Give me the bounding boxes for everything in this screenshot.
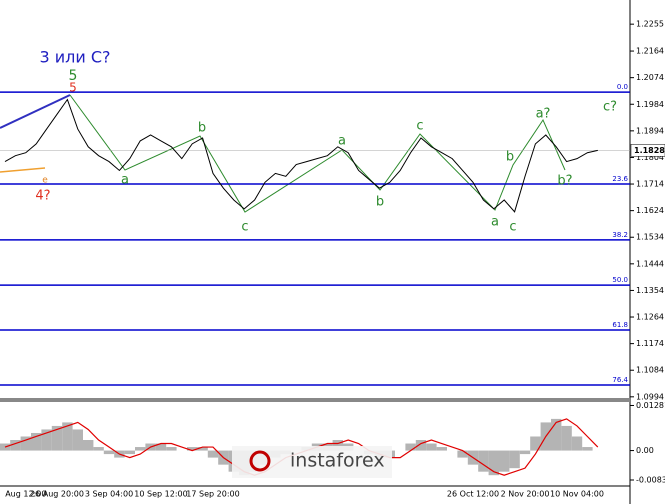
y-tick-label: 1.1354: [636, 286, 664, 295]
histogram-bar: [415, 440, 427, 451]
y-tick-label: 0.00: [636, 446, 654, 455]
histogram-bar: [135, 447, 146, 451]
histogram-bar: [41, 429, 52, 451]
wave-label: c: [509, 220, 516, 235]
histogram-bar: [457, 450, 468, 458]
x-tick-label: 26 Aug 20:00: [30, 490, 84, 499]
wave-label: a?: [536, 107, 551, 122]
y-tick-label: 1.1534: [636, 233, 664, 242]
histogram-bar: [332, 440, 343, 451]
histogram-bar: [405, 443, 416, 451]
y-tick-label: 1.1984: [636, 100, 664, 109]
wave-line: [0, 167, 46, 173]
histogram-bar: [488, 450, 499, 476]
y-tick-label: 1.1084: [636, 366, 664, 375]
wave-label: c: [416, 119, 423, 134]
wave-label: b: [376, 195, 384, 210]
panel-divider: [0, 398, 630, 402]
fib-level-label: 23.6: [612, 175, 628, 183]
watermark-text: instaforex: [290, 450, 385, 472]
histogram-bar: [103, 450, 115, 455]
wave-label: a: [491, 215, 499, 230]
x-tick-label: 26 Oct 12:00: [447, 490, 499, 499]
last-price-label: 1.1828: [634, 146, 665, 155]
wave-label: 5: [69, 68, 78, 84]
y-tick-label: 1.1264: [636, 313, 664, 322]
last-price-box: [630, 144, 665, 157]
histogram-bar: [499, 450, 510, 472]
histogram-bar: [561, 425, 572, 451]
histogram-bar: [551, 418, 562, 451]
histogram-bar: [93, 447, 104, 451]
histogram-bar: [571, 436, 583, 451]
histogram-bar: [124, 450, 135, 455]
y-tick-label: 1.1804: [636, 153, 664, 162]
fib-level-label: 61.8: [612, 321, 628, 329]
histogram-bar: [10, 440, 21, 451]
histogram-bar: [207, 450, 219, 458]
fib-level-label: 38.2: [612, 231, 628, 239]
watermark-logo: [249, 450, 271, 472]
wave-line: [0, 94, 71, 129]
wave-label: b?: [557, 174, 572, 189]
x-tick-label: 17 Sep 20:00: [186, 490, 239, 499]
histogram-bar: [582, 447, 593, 451]
wave-label: a: [338, 134, 346, 149]
histogram-bar: [187, 447, 198, 451]
fib-level-label: 50.0: [612, 276, 628, 284]
histogram-bar: [155, 443, 167, 451]
histogram-bar: [31, 432, 42, 451]
wave-label: b: [198, 121, 206, 136]
fib-level-label: 0.0: [617, 83, 628, 91]
x-tick-label: 10 Nov 04:00: [550, 490, 604, 499]
histogram-bar: [436, 447, 447, 451]
y-tick-label: 0.01281: [636, 401, 665, 410]
histogram-bar: [197, 447, 208, 451]
x-tick-label: 2 Nov 20:00: [501, 490, 550, 499]
y-tick-label: 1.1174: [636, 339, 664, 348]
histogram-bar: [509, 450, 520, 469]
x-tick-label: 3 Sep 04:00: [85, 490, 133, 499]
x-tick-label: 10 Sep 12:00: [134, 490, 187, 499]
wave-label: 4?: [35, 189, 50, 204]
y-tick-label: 1.2074: [636, 73, 664, 82]
wave-label: e: [42, 176, 48, 186]
histogram-bar: [62, 422, 73, 451]
y-tick-label: 1.0994: [636, 392, 664, 401]
histogram-bar: [20, 436, 31, 451]
y-tick-label: -0.00836: [636, 475, 665, 484]
price-line: [4, 98, 598, 213]
wave-line: [69, 94, 566, 213]
histogram-bar: [51, 425, 63, 451]
watermark: instaforex: [232, 446, 392, 478]
y-tick-label: 1.1624: [636, 206, 664, 215]
histogram-bar: [426, 443, 437, 451]
y-tick-label: 1.1444: [636, 259, 664, 268]
wave-label: 5: [69, 81, 77, 95]
histogram-bar: [83, 440, 94, 451]
histogram-bar: [530, 436, 541, 451]
wave-label: c: [241, 220, 248, 235]
y-tick-label: 1.2164: [636, 47, 664, 56]
histogram-bar: [478, 450, 489, 472]
fib-level-label: 76.4: [612, 376, 628, 384]
y-tick-label: 1.1714: [636, 180, 664, 189]
y-tick-label: 1.2255: [636, 20, 664, 29]
wave-label: c?: [603, 100, 617, 115]
x-tick-label: Aug 12:00: [5, 490, 46, 499]
histogram-bar: [519, 450, 531, 455]
histogram-bar: [166, 447, 177, 451]
wave-label: b: [506, 150, 514, 165]
histogram-bar: [72, 429, 83, 451]
wave-label: a: [121, 173, 129, 188]
y-tick-label: 1.1894: [636, 126, 664, 135]
wave-label: 3 или C?: [39, 48, 110, 67]
